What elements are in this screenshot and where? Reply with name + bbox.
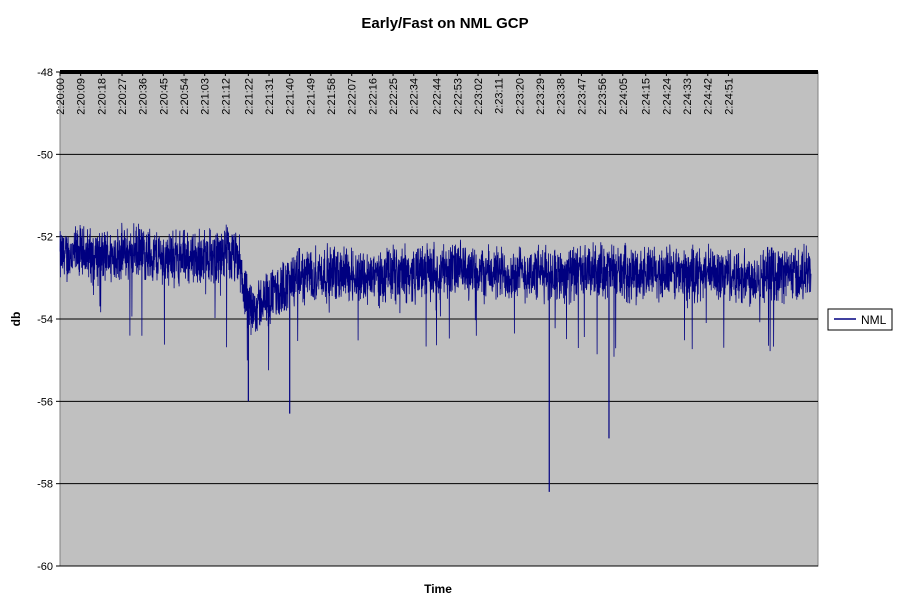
x-tick-label: 2:23:38 xyxy=(556,78,568,115)
x-tick-label: 2:20:00 xyxy=(55,78,67,115)
x-tick-label: 2:20:54 xyxy=(179,78,191,115)
x-tick-label: 2:22:07 xyxy=(347,78,359,115)
x-tick-label: 2:24:05 xyxy=(618,78,630,115)
x-tick-label: 2:24:42 xyxy=(703,78,715,115)
x-tick-label: 2:22:25 xyxy=(388,78,400,115)
x-tick-label: 2:21:40 xyxy=(285,78,297,115)
x-tick-label: 2:21:31 xyxy=(264,78,276,115)
x-tick-label: 2:22:16 xyxy=(367,78,379,115)
x-tick-label: 2:24:15 xyxy=(641,78,653,115)
series-line-nml xyxy=(59,222,812,371)
x-tick-label: 2:23:47 xyxy=(576,78,588,115)
x-tick-label: 2:22:34 xyxy=(409,78,421,115)
x-tick-label: 2:22:53 xyxy=(452,78,464,115)
series-layer xyxy=(59,222,812,492)
x-tick-label: 2:20:36 xyxy=(138,78,150,115)
x-tick-label: 2:23:11 xyxy=(494,78,506,114)
x-tick-label: 2:24:51 xyxy=(723,78,735,115)
y-tick-label: -50 xyxy=(37,149,53,161)
y-axis: -48 -50 -52 -54 -56 -58 -60 xyxy=(37,67,60,573)
y-tick-label: -56 xyxy=(37,396,53,408)
x-tick-label: 2:20:45 xyxy=(158,78,170,115)
legend: NML xyxy=(827,308,893,331)
y-axis-title: db xyxy=(9,312,23,327)
x-tick-label: 2:23:29 xyxy=(535,78,547,115)
x-tick-label: 2:20:09 xyxy=(76,78,88,115)
x-tick-label: 2:24:33 xyxy=(682,78,694,115)
x-tick-label: 2:23:56 xyxy=(597,78,609,115)
x-tick-label: 2:23:02 xyxy=(473,78,485,115)
x-tick-label: 2:21:49 xyxy=(305,78,317,115)
y-tick-label: -48 xyxy=(37,67,53,79)
x-tick-label: 2:21:12 xyxy=(220,78,232,115)
x-tick-label: 2:24:24 xyxy=(661,78,673,115)
legend-box xyxy=(827,308,893,331)
x-tick-label: 2:20:18 xyxy=(96,78,108,115)
y-tick-label: -54 xyxy=(37,314,53,326)
x-axis: 2:20:00 2:20:09 2:20:18 2:20:27 2:20:36 2:20:… xyxy=(55,72,735,115)
x-tick-label: 2:20:27 xyxy=(117,78,129,115)
x-tick-label: 2:21:03 xyxy=(200,78,212,115)
x-tick-label: 2:21:58 xyxy=(326,78,338,115)
y-tick-label: -52 xyxy=(37,232,53,244)
x-tick-label: 2:22:44 xyxy=(432,78,444,115)
y-tick-label: -60 xyxy=(37,561,53,573)
y-tick-label: -58 xyxy=(37,479,53,491)
legend-label-nml: NML xyxy=(861,313,887,327)
chart-title: Early/Fast on NML GCP xyxy=(361,15,528,32)
x-tick-label: 2:21:22 xyxy=(243,78,255,115)
x-axis-title: Time xyxy=(424,582,452,596)
x-tick-label: 2:23:20 xyxy=(514,78,526,115)
